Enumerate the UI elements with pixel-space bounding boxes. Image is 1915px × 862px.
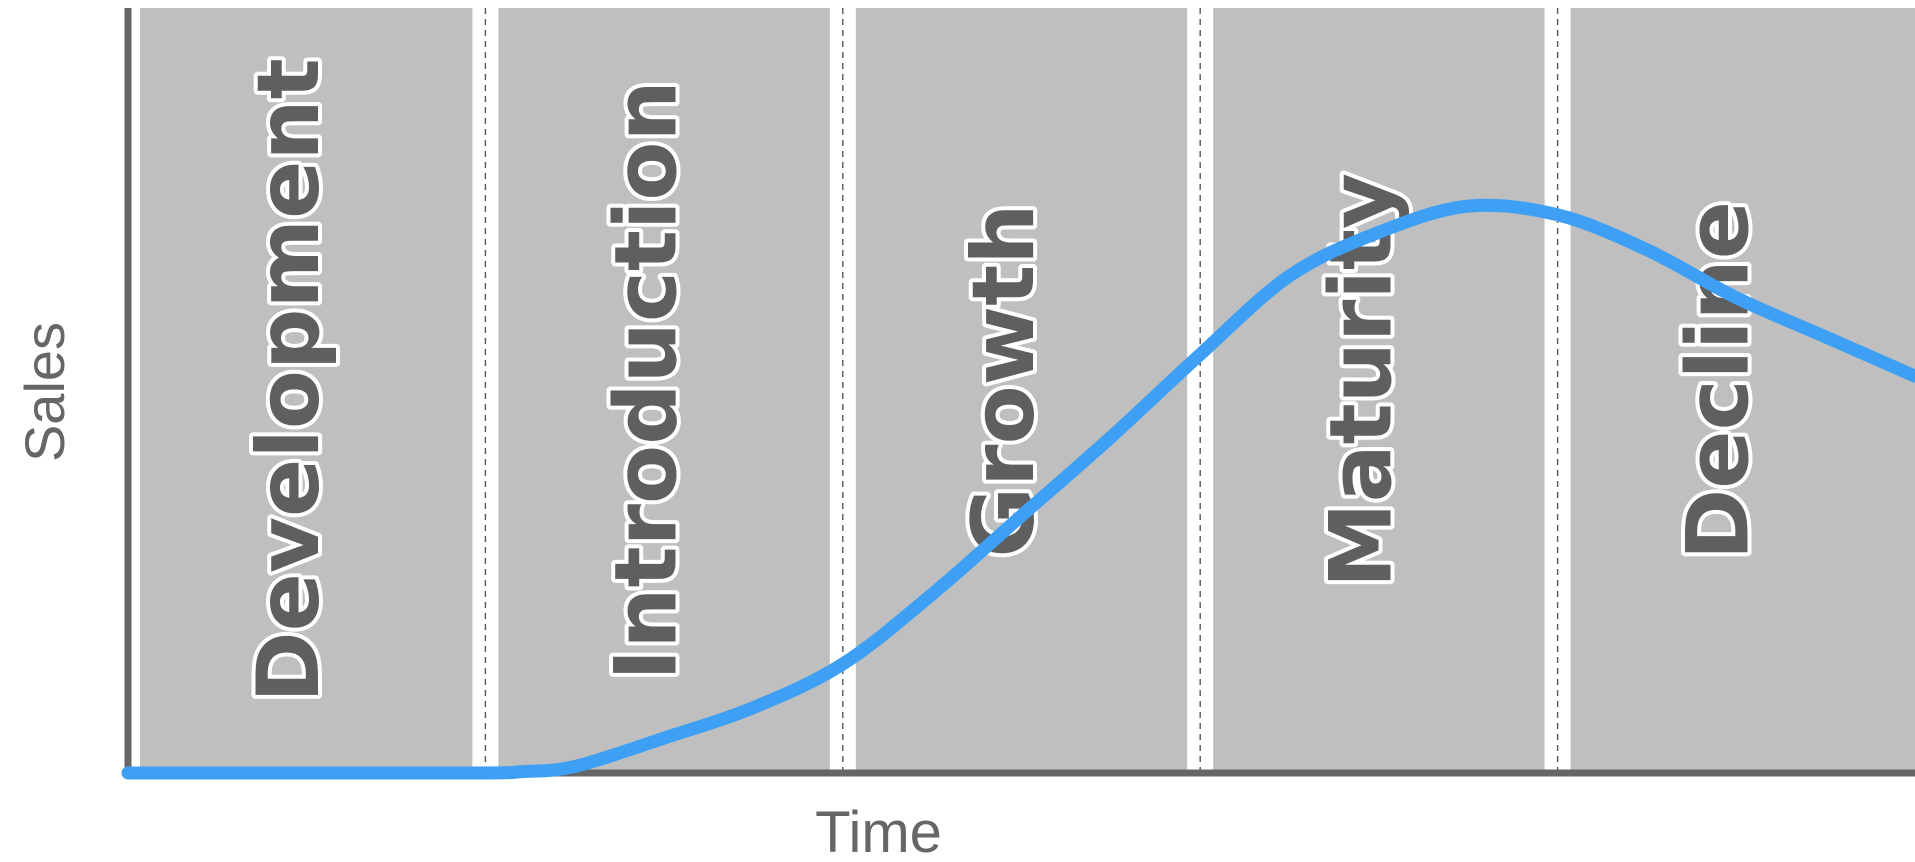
stage-band-development bbox=[140, 8, 473, 770]
stage-label-growth: Growth bbox=[954, 204, 1054, 558]
stage-label-introduction: Introduction bbox=[597, 80, 697, 681]
stage-label-decline: Decline bbox=[1669, 201, 1769, 560]
x-axis-title: Time bbox=[815, 800, 942, 862]
stage-label-development: Development bbox=[239, 58, 339, 703]
stage-labels: Development Introduction Growth Maturity Dec… bbox=[235, 54, 1773, 707]
stage-band-growth bbox=[855, 8, 1188, 770]
stage-band-maturity bbox=[1213, 8, 1545, 770]
stage-band-introduction bbox=[498, 8, 830, 770]
y-axis-title: Sales bbox=[13, 322, 76, 462]
sales-line bbox=[121, 198, 1915, 780]
stage-bands bbox=[140, 8, 1915, 770]
sales-series bbox=[121, 198, 1915, 780]
stage-band-decline bbox=[1570, 8, 1915, 770]
